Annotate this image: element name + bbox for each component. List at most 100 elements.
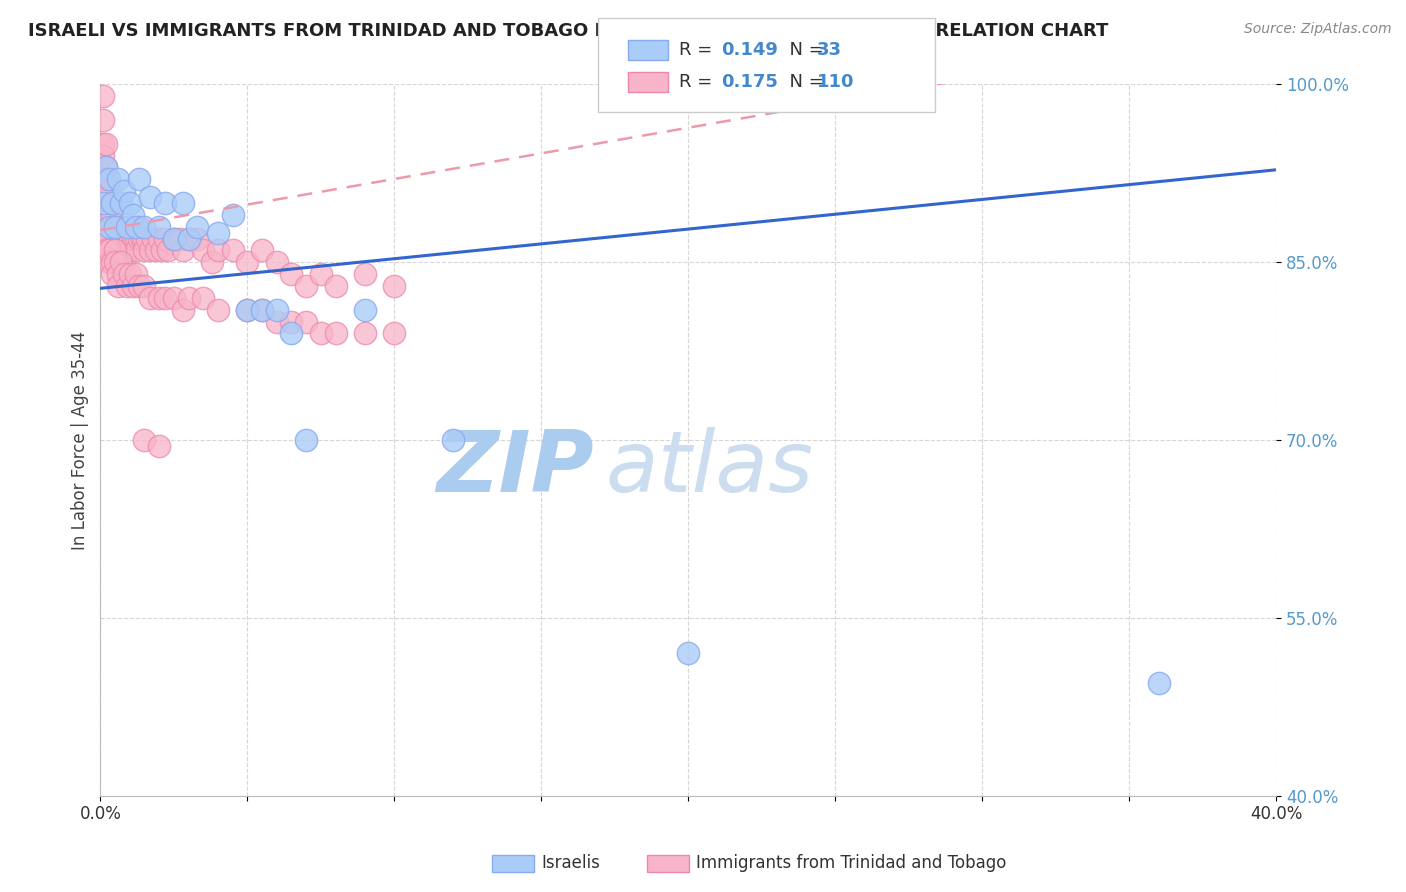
Text: R =: R = (679, 73, 718, 91)
Text: 0.149: 0.149 (721, 41, 778, 59)
Point (89, 244, 111, 258)
Point (96, 231, 118, 245)
Point (107, 279, 129, 293)
Point (236, 302, 259, 317)
Point (128, 279, 150, 293)
Point (112, 184, 135, 198)
Point (153, 231, 176, 245)
Point (153, 196, 176, 211)
Point (118, 196, 141, 211)
Point (266, 255, 288, 269)
Point (107, 255, 129, 269)
Point (112, 255, 135, 269)
Text: Immigrants from Trinidad and Tobago: Immigrants from Trinidad and Tobago (696, 855, 1007, 872)
Point (169, 231, 191, 245)
Point (139, 244, 162, 258)
Point (101, 267, 124, 281)
Point (177, 231, 200, 245)
Point (172, 302, 194, 317)
Point (153, 291, 176, 305)
Point (91, 231, 114, 245)
Point (104, 231, 127, 245)
Point (266, 302, 288, 317)
Point (148, 231, 170, 245)
Point (295, 279, 318, 293)
Point (236, 255, 259, 269)
Point (134, 279, 156, 293)
Point (104, 244, 127, 258)
Point (177, 291, 200, 305)
Point (148, 291, 170, 305)
Point (124, 244, 146, 258)
Point (110, 231, 132, 245)
Point (118, 219, 141, 234)
Point (280, 267, 302, 281)
Point (354, 302, 377, 317)
Point (110, 244, 132, 258)
Point (107, 172, 129, 186)
Point (207, 302, 229, 317)
Point (104, 219, 127, 234)
Point (1147, 676, 1170, 690)
Point (96, 184, 118, 198)
Point (107, 244, 129, 258)
Text: 110: 110 (817, 73, 855, 91)
Point (115, 219, 138, 234)
Point (186, 219, 208, 234)
Point (101, 196, 124, 211)
Point (136, 231, 159, 245)
Point (96, 196, 118, 211)
Point (96, 161, 118, 175)
Point (325, 279, 347, 293)
Point (96, 244, 118, 258)
Point (156, 244, 179, 258)
Point (250, 302, 273, 317)
Point (101, 196, 124, 211)
Text: Source: ZipAtlas.com: Source: ZipAtlas.com (1244, 22, 1392, 37)
Point (118, 267, 141, 281)
Point (193, 244, 215, 258)
Point (134, 231, 156, 245)
Text: Israelis: Israelis (541, 855, 600, 872)
Point (139, 291, 162, 305)
Point (201, 255, 224, 269)
Point (131, 231, 153, 245)
Point (382, 326, 405, 341)
Point (98, 184, 121, 198)
Point (150, 244, 173, 258)
Point (98, 172, 121, 186)
Text: 0.175: 0.175 (721, 73, 778, 91)
Point (250, 302, 273, 317)
Point (266, 314, 288, 328)
Point (96, 136, 118, 151)
Point (295, 433, 318, 447)
Point (121, 231, 143, 245)
Point (309, 326, 332, 341)
Point (101, 219, 124, 234)
Point (112, 231, 135, 245)
Point (96, 161, 118, 175)
Point (124, 267, 146, 281)
Point (280, 326, 302, 341)
Point (101, 208, 124, 222)
Point (98, 255, 121, 269)
Point (128, 172, 150, 186)
Point (128, 231, 150, 245)
Point (91, 136, 114, 151)
Point (91, 113, 114, 128)
Point (121, 208, 143, 222)
Point (110, 219, 132, 234)
Point (121, 279, 143, 293)
Point (134, 219, 156, 234)
Point (163, 231, 186, 245)
Point (145, 244, 167, 258)
Point (382, 279, 405, 293)
Text: ISRAELI VS IMMIGRANTS FROM TRINIDAD AND TOBAGO IN LABOR FORCE | AGE 35-44 CORREL: ISRAELI VS IMMIGRANTS FROM TRINIDAD AND … (28, 22, 1108, 40)
Point (115, 279, 138, 293)
Point (134, 433, 156, 447)
Point (91, 172, 114, 186)
Point (112, 244, 135, 258)
Y-axis label: In Labor Force | Age 35-44: In Labor Force | Age 35-44 (72, 331, 89, 549)
Point (104, 244, 127, 258)
Point (163, 231, 186, 245)
